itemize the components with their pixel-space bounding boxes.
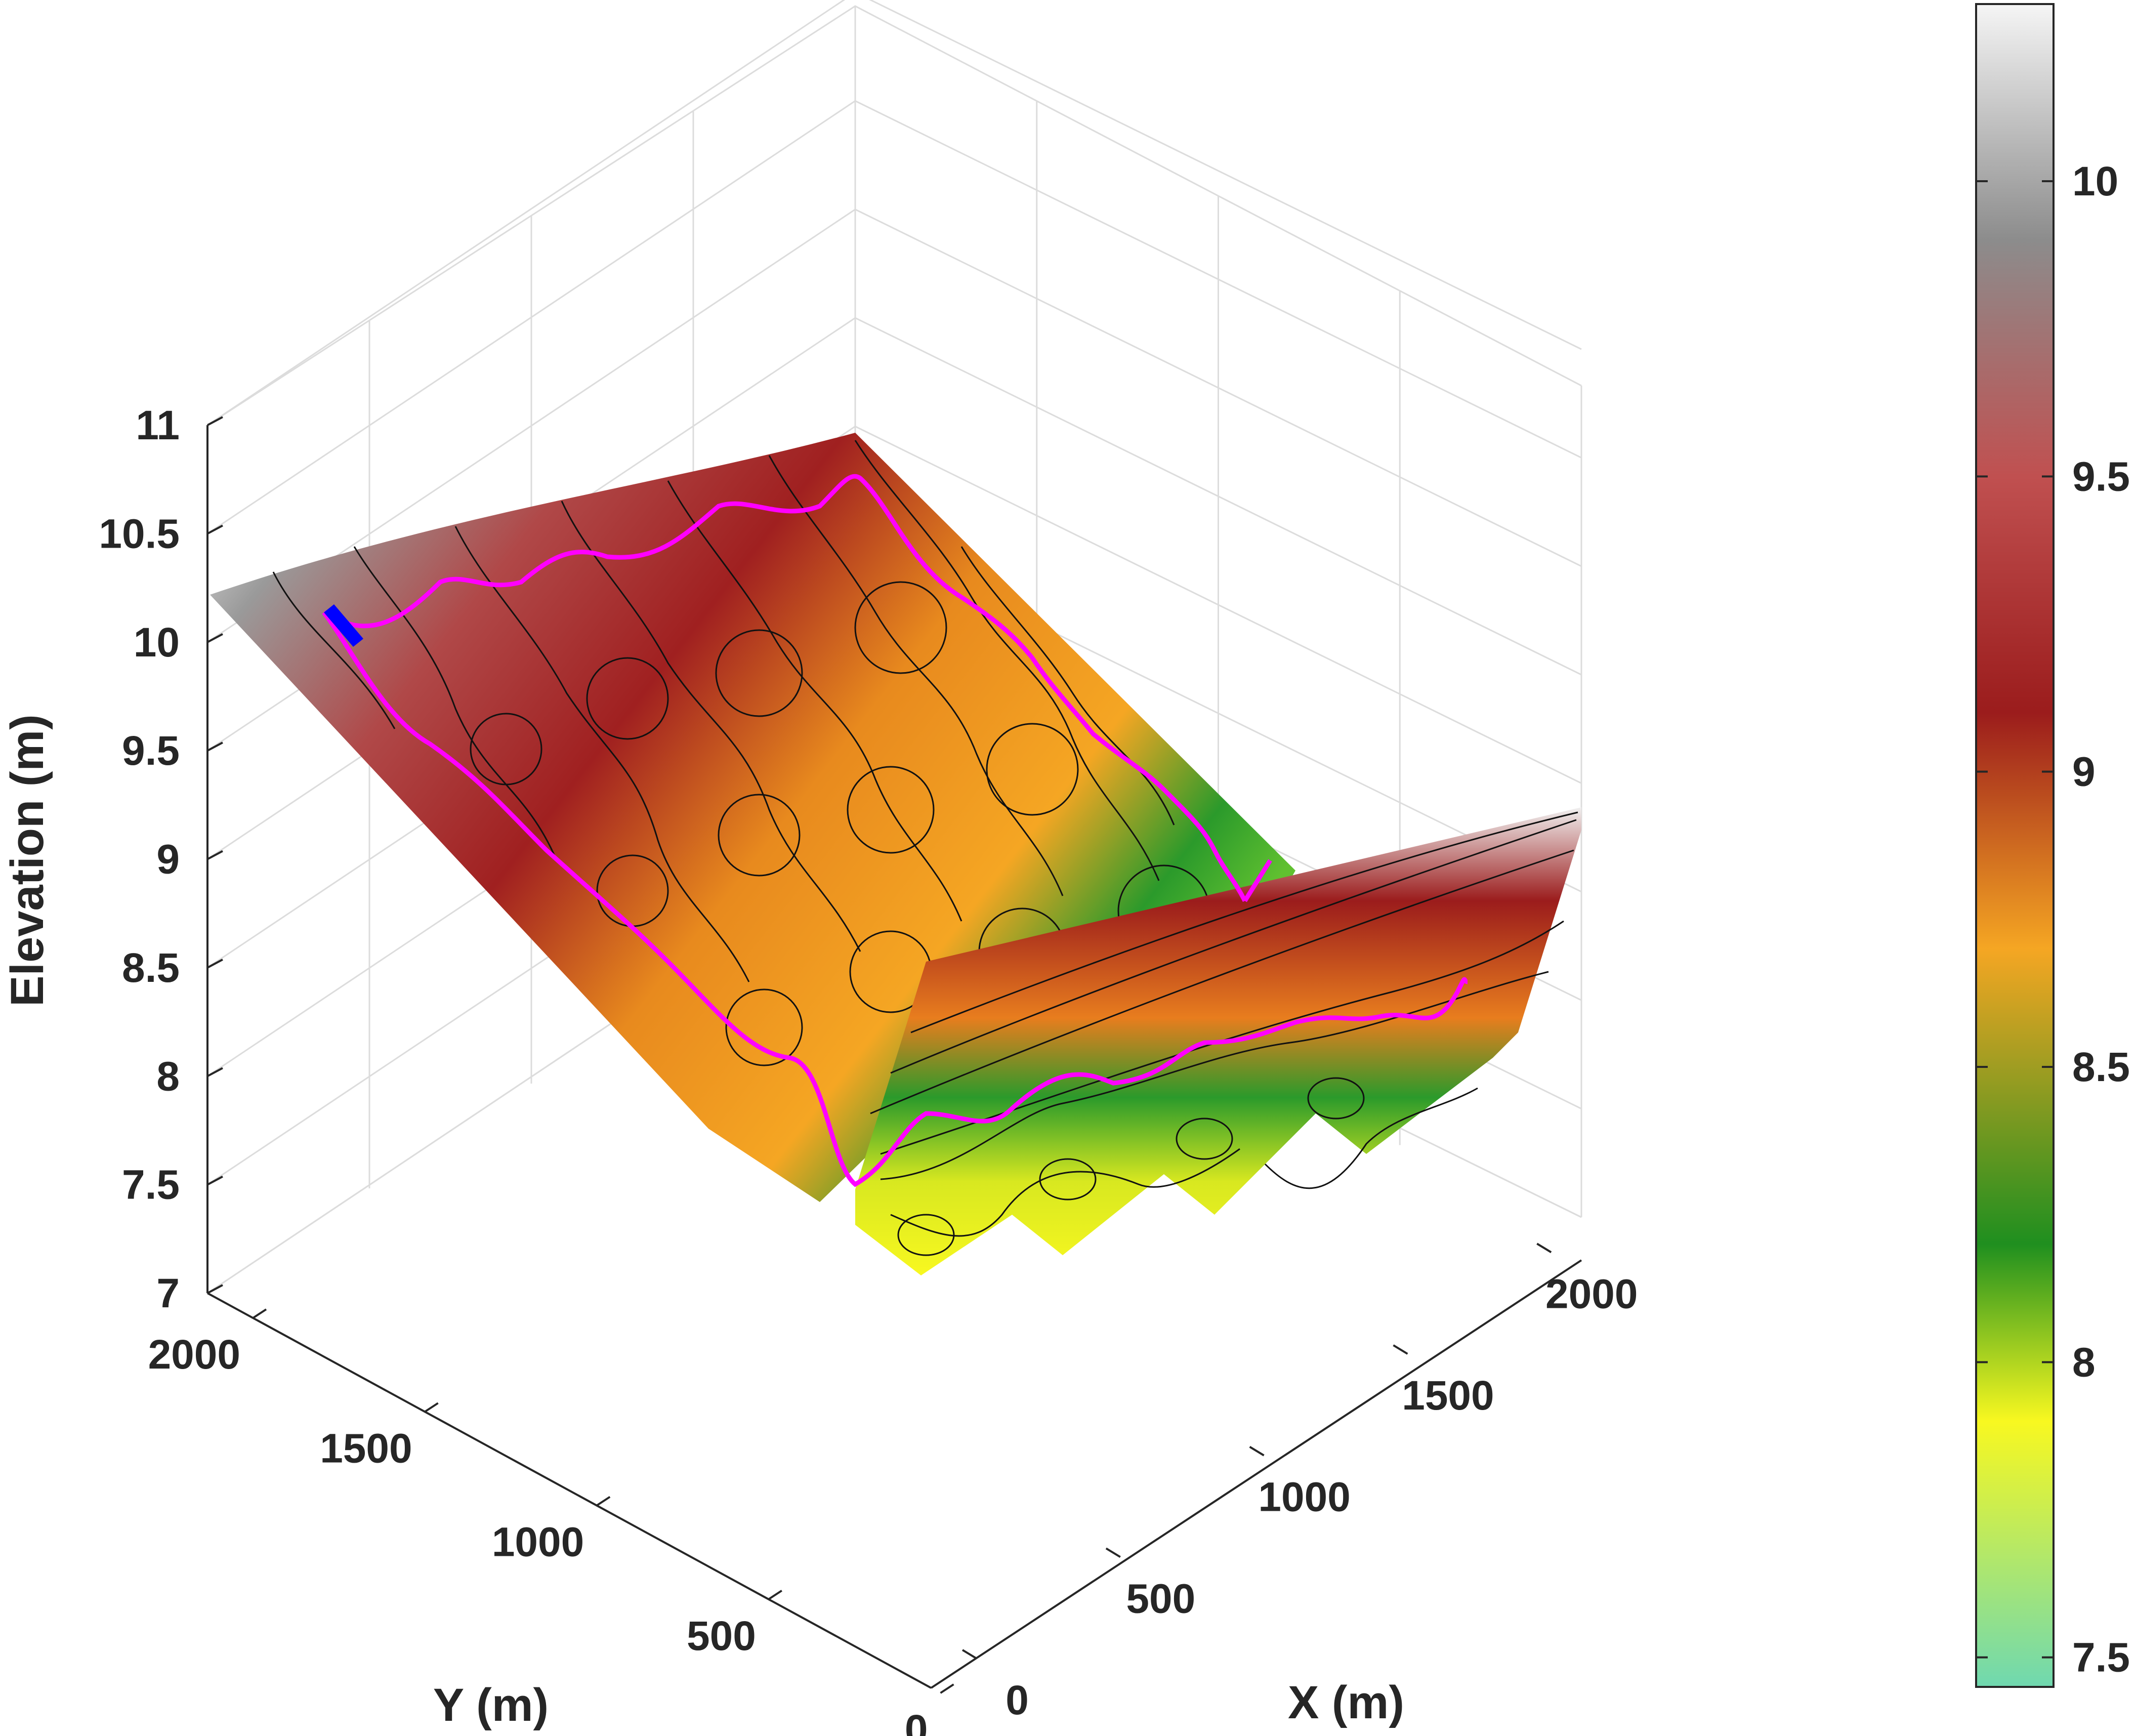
x-tick	[1536, 1243, 1552, 1253]
x-tick-label: 0	[1006, 1677, 1029, 1723]
z-tick-label: 11	[136, 402, 180, 448]
x-tick	[1393, 1344, 1408, 1355]
z-tick-label: 10.5	[99, 511, 180, 557]
y-tick-label: 0	[905, 1707, 928, 1736]
z-tick	[207, 1284, 223, 1294]
z-tick-label: 8	[156, 1053, 180, 1099]
y-tick	[768, 1590, 782, 1600]
x-tick-label: 2000	[1545, 1271, 1638, 1317]
z-tick	[207, 633, 223, 643]
colorbar-tick-label: 9.5	[2072, 453, 2130, 500]
x-tick	[961, 1649, 978, 1660]
x-tick-label: 1500	[1402, 1373, 1494, 1419]
z-tick-label: 8.5	[122, 945, 180, 991]
z-tick-label: 9	[156, 837, 180, 883]
z-tick	[207, 741, 223, 752]
z-gridline	[207, 0, 1582, 426]
colorbar-bar	[1975, 3, 2055, 1688]
y-tick	[596, 1496, 611, 1507]
y-axis: 0 500 1000 1500 2000 Y (m)	[148, 1292, 954, 1736]
colorbar-tick-label: 10	[2072, 158, 2118, 204]
y-tick-label: 2000	[148, 1332, 240, 1378]
colorbar-tick-label: 9	[2072, 749, 2096, 795]
path-segment	[322, 474, 1247, 902]
colorbar-tick-label: 8.5	[2072, 1044, 2130, 1090]
z-gridline	[207, 209, 1582, 643]
x-tick-label: 500	[1126, 1576, 1195, 1622]
z-tick	[207, 416, 223, 426]
z-tick	[207, 524, 223, 535]
z-axis: 7 7.5 8 8.5 9 9.5 10 10.5 11 Elevation (m)	[2, 402, 223, 1316]
x-tick	[1249, 1445, 1265, 1457]
start-marker	[324, 604, 363, 647]
x-tick-label: 1000	[1258, 1474, 1350, 1520]
z-axis-title: Elevation (m)	[2, 714, 53, 1007]
z-tick-label: 10	[134, 619, 180, 666]
colorbar: 7.5 8 8.5 9 9.5 10	[1975, 3, 2130, 1688]
z-tick-label: 7.5	[122, 1162, 180, 1208]
y-tick-label: 1000	[492, 1519, 584, 1565]
colorbar-tick-label: 8	[2072, 1339, 2096, 1385]
path-segment	[322, 611, 1469, 1187]
x-axis: 0 500 1000 1500 2000 X (m)	[930, 1243, 1638, 1728]
z-tick	[207, 959, 223, 969]
y-tick-label: 1500	[320, 1425, 412, 1471]
y-axis-title: Y (m)	[433, 1679, 549, 1731]
z-tick	[207, 1067, 223, 1078]
y-tick	[252, 1308, 267, 1319]
path-segment	[1243, 859, 1272, 902]
x-tick	[1105, 1547, 1121, 1558]
y-tick	[940, 1683, 954, 1694]
z-tick-label: 9.5	[122, 728, 180, 774]
z-tick	[207, 850, 223, 860]
z-tick-label: 7	[156, 1270, 180, 1316]
z-gridline	[207, 100, 1582, 534]
y-tick	[424, 1402, 439, 1413]
y-tick-label: 500	[687, 1613, 756, 1659]
x-axis-title: X (m)	[1288, 1677, 1404, 1728]
path-series	[322, 474, 1469, 1187]
z-tick	[207, 1175, 223, 1186]
colorbar-tick-label: 7.5	[2072, 1635, 2130, 1681]
